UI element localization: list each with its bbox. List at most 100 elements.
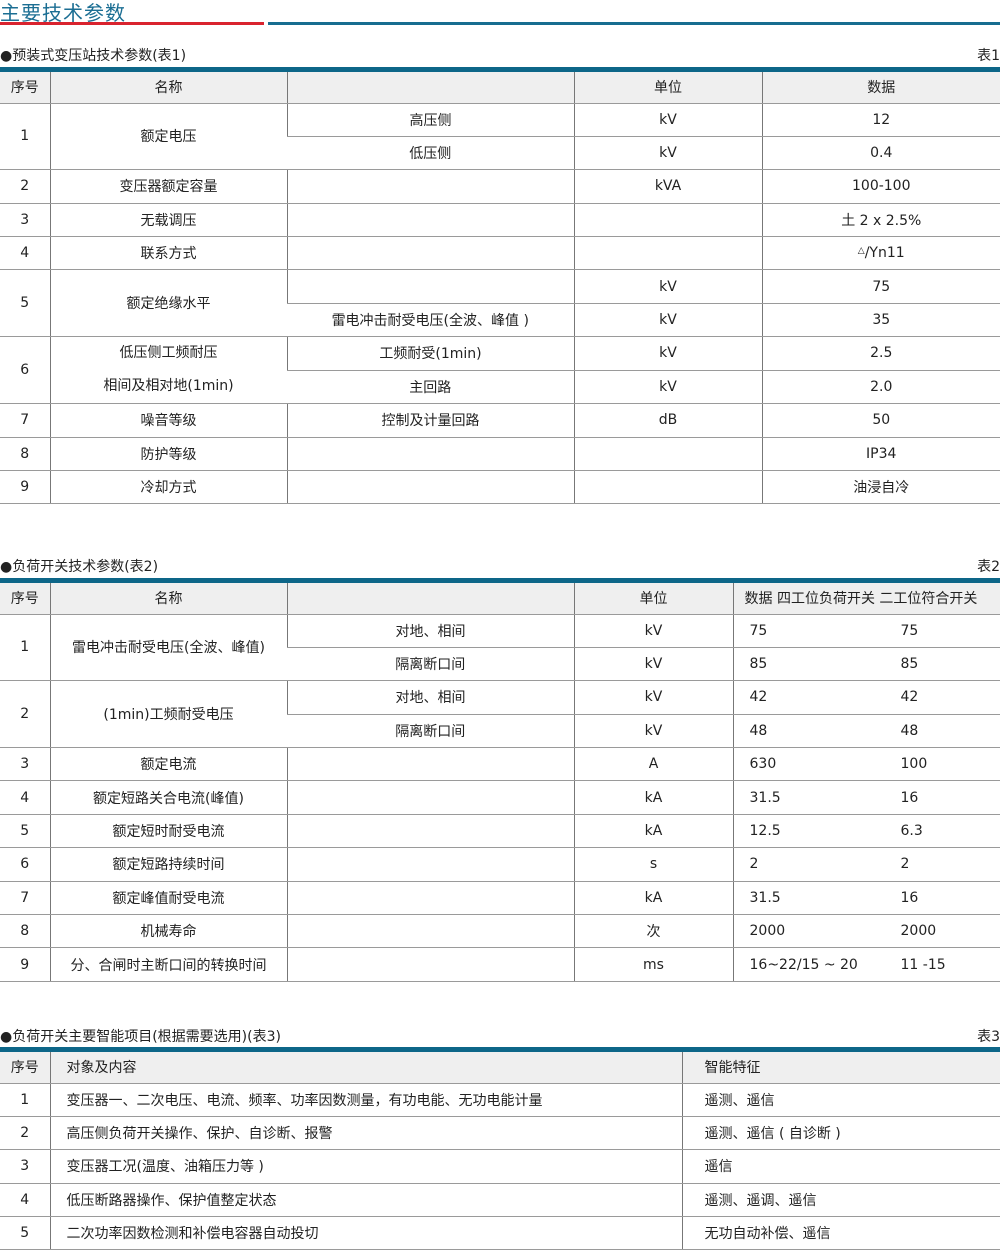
header-cell: 单位 (573, 583, 733, 615)
cell: 额定绝缘水平 (49, 269, 287, 338)
cell: 48 48 (732, 714, 1000, 749)
cell: 额定短路持续时间 (49, 847, 287, 882)
cell: A (573, 747, 733, 782)
cell: 变压器工况(温度、油箱压力等 ) (49, 1149, 682, 1184)
cell: 6 (0, 336, 50, 405)
cell: 630 100 (732, 747, 1000, 782)
cell (286, 881, 574, 916)
cell: 噪音等级 (49, 403, 287, 438)
value-four-position: 2000 (749, 923, 786, 940)
cell: kV (573, 103, 762, 137)
table1: 序号 名称 单位 数据 1 额定电压 高压侧 kV 12 低压侧 kV 0.4 … (0, 72, 1000, 505)
cell (286, 914, 574, 949)
table-row: 1 变压器一、二次电压、电流、频率、功率因数测量，有功电能、无功电能计量 遥测、遥信 (0, 1083, 1000, 1117)
cell: 工频耐受(1min) (286, 336, 574, 371)
value-four-position: 630 (749, 756, 777, 773)
cell: 额定峰值耐受电流 (49, 881, 287, 916)
cell: 2.0 (761, 370, 1000, 405)
table-row: 2 高压侧负荷开关操作、保护、自诊断、报警 遥测、遥信 ( 自诊断 ) (0, 1116, 1000, 1151)
value-two-position: 100 (900, 756, 928, 773)
cell: 次 (573, 914, 733, 949)
value-four-position: 85 (749, 656, 768, 673)
cell: 31.5 16 (732, 780, 1000, 815)
table-header: 序号 名称 单位 数据 四工位负荷开关 二工位符合开关 (0, 583, 1000, 615)
cell: s (573, 847, 733, 882)
table-row: 3 变压器工况(温度、油箱压力等 ) 遥信 (0, 1149, 1000, 1184)
cell: 5 (0, 1216, 50, 1250)
value-two-position: 6.3 (900, 823, 923, 840)
table-row: 隔离断口间 kV 48 48 (0, 714, 1000, 749)
table3: 序号 对象及内容 智能特征 1 变压器一、二次电压、电流、频率、功率因数测量，有功… (0, 1052, 1000, 1250)
table3-title: ●负荷开关主要智能项目(根据需要选用)(表3) (0, 1029, 281, 1045)
cell: 油浸自冷 (761, 470, 1000, 505)
cell: 2000 2000 (732, 914, 1000, 949)
cell: 遥测、遥信 (681, 1083, 1000, 1117)
cell: 二次功率因数检测和补偿电容器自动投切 (49, 1216, 682, 1250)
value-two-position: 42 (900, 689, 919, 706)
table2-tag: 表2 (977, 559, 1000, 575)
cell: kV (573, 303, 762, 338)
cell: 3 (0, 203, 50, 238)
table-row: 7 噪音等级 控制及计量回路 dB 50 (0, 403, 1000, 438)
cell: 3 (0, 1149, 50, 1184)
value-four-position: 48 (749, 722, 768, 739)
cell-text: /Yn11 (864, 245, 905, 262)
cell: 对地、相间 (286, 680, 574, 715)
cell (286, 747, 574, 782)
value-two-position: 2000 (900, 923, 937, 940)
cell: 遥测、遥调、遥信 (681, 1183, 1000, 1218)
cell: 变压器额定容量 (49, 169, 287, 204)
cell: kV (573, 136, 762, 171)
title-rule-blue (268, 22, 1000, 25)
value-two-position: 11 -15 (900, 956, 946, 973)
cell-line: 相间及相对地(1min) (103, 378, 234, 395)
header-cell: 名称 (49, 583, 287, 615)
cell: kA (573, 780, 733, 815)
cell: 主回路 (287, 370, 574, 405)
cell: 2 (0, 169, 50, 204)
value-two-position: 16 (900, 789, 919, 806)
cell (286, 437, 574, 472)
table-row: 4 额定短路关合电流(峰值) kA 31.5 16 (0, 780, 1000, 815)
cell: 7 (0, 881, 50, 916)
value-four-position: 2 (749, 856, 759, 873)
table-row: 8 机械寿命 次 2000 2000 (0, 914, 1000, 949)
header-cell: 对象及内容 (49, 1052, 682, 1084)
cell (286, 269, 574, 304)
cell: 高压侧 (286, 103, 574, 137)
cell: kV (573, 680, 733, 715)
cell: kV (573, 614, 733, 648)
value-two-position: 48 (900, 722, 919, 739)
title-rule-red (0, 22, 264, 25)
cell: dB (573, 403, 762, 438)
table-row: 6 低压侧工频耐压 相间及相对地(1min) 工频耐受(1min) kV 2.5 (0, 336, 1000, 405)
cell: 遥测、遥信 ( 自诊断 ) (681, 1116, 1000, 1151)
table-row: 9 分、合闸时主断口间的转换时间 ms 16~22/15 ~ 20 11 -15 (0, 947, 1000, 982)
header-cell: 数据 (761, 72, 1000, 104)
table-row: 1 额定电压 高压侧 kV 12 (0, 103, 1000, 171)
cell: 隔离断口间 (287, 647, 574, 682)
cell: 冷却方式 (49, 470, 287, 505)
cell: 雷电冲击耐受电压(全波、峰值) (49, 614, 287, 682)
table-header: 序号 对象及内容 智能特征 (0, 1052, 1000, 1084)
cell: 100-100 (761, 169, 1000, 204)
cell: 75 (761, 269, 1000, 304)
cell: 9 (0, 470, 50, 505)
cell: 31.5 16 (732, 881, 1000, 916)
cell: 变压器一、二次电压、电流、频率、功率因数测量，有功电能、无功电能计量 (49, 1083, 682, 1117)
value-two-position: 85 (900, 656, 919, 673)
cell (573, 236, 762, 271)
cell: 4 (0, 236, 50, 271)
table1-title: ●预装式变压站技术参数(表1) (0, 48, 187, 64)
value-four-position: 31.5 (749, 889, 781, 906)
cell: 低压侧 (287, 136, 574, 171)
value-two-position: 16 (900, 889, 919, 906)
table-row: 8 防护等级 IP34 (0, 437, 1000, 472)
table-row: 1 雷电冲击耐受电压(全波、峰值) 对地、相间 kV 75 75 (0, 614, 1000, 682)
cell: 遥信 (681, 1149, 1000, 1184)
cell: 85 85 (732, 647, 1000, 682)
cell: 3 (0, 747, 50, 782)
header-cell: 数据 四工位负荷开关 二工位符合开关 (732, 583, 1000, 615)
cell: 5 (0, 269, 50, 338)
